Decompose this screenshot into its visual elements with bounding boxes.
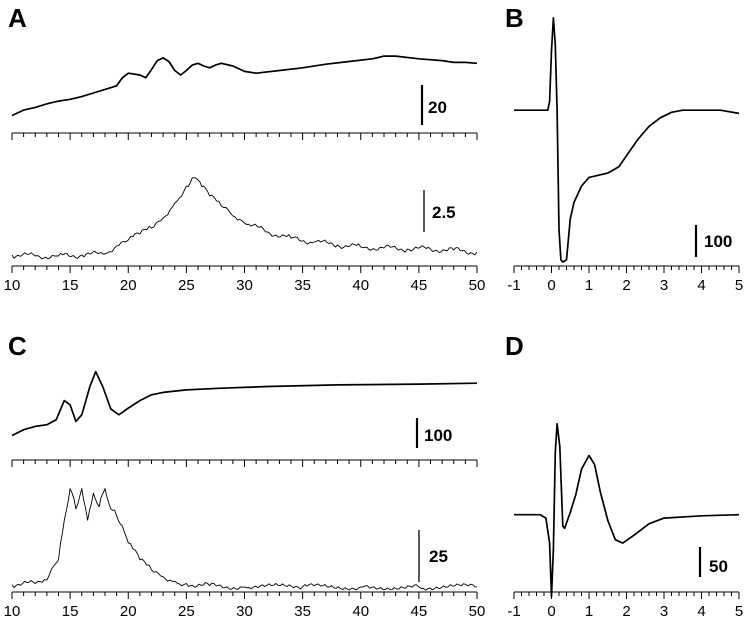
panel-letter-d: D [505, 331, 524, 361]
panel-a-row0-scale-bar-label: 20 [428, 98, 447, 117]
panel-b-row2-tick-label: 1 [585, 277, 593, 294]
panel-c-row4-tick-label: 45 [411, 603, 428, 620]
panel-d-row5-tick-label: -1 [507, 603, 520, 620]
panel-c-row3-trace-upper [11, 370, 478, 437]
panel-d-row5-tick-label: 1 [585, 603, 593, 620]
panel-c-row4-tick-label: 50 [469, 603, 486, 620]
panel-a-row1-tick-label: 10 [4, 277, 21, 294]
panel-c-row4-scale-bar-label: 25 [429, 547, 448, 566]
panel-c-row3-scale-bar-label: 100 [424, 426, 452, 445]
panel-c-row4-tick-label: 25 [178, 603, 195, 620]
panel-c-row4-tick-label: 10 [4, 603, 21, 620]
panel-a-row1-tick-label: 40 [352, 277, 369, 294]
panel-letter-b: B [505, 3, 524, 33]
panel-a-row1-scale-bar-label: 2.5 [432, 203, 456, 222]
panel-a-row1-tick-label: 35 [294, 277, 311, 294]
panel-a-row1-tick-label: 15 [62, 277, 79, 294]
panel-a-row1-tick-label: 25 [178, 277, 195, 294]
panel-d-row5-tick-label: 5 [735, 603, 743, 620]
panel-b-row2-tick-label: 2 [622, 277, 630, 294]
panel-b-row2-tick-label: 0 [547, 277, 555, 294]
panel-a-row1-tick-label: 20 [120, 277, 137, 294]
panel-c-row4-trace-lower [11, 488, 478, 591]
panel-b-row2-tick-label: 5 [735, 277, 743, 294]
panel-b-row2-tick-label: 4 [697, 277, 705, 294]
panel-d-row5-tick-label: 3 [660, 603, 668, 620]
panel-b-row2-tick-label: -1 [507, 277, 520, 294]
panel-a-row1-trace-lower [11, 177, 478, 260]
panel-a-row1-tick-label: 50 [469, 277, 486, 294]
panel-a-row0-trace-upper [11, 55, 478, 117]
panel-b-row2-scale-bar-label: 100 [704, 232, 732, 251]
panel-letter-a: A [8, 3, 27, 33]
panel-a-row1-tick-label: 45 [411, 277, 428, 294]
panel-b-row2-trace-main [514, 17, 740, 263]
panel-c-row4-tick-label: 35 [294, 603, 311, 620]
panel-d-row5-tick-label: 0 [547, 603, 555, 620]
panel-c-row4-tick-label: 40 [352, 603, 369, 620]
panel-d-row5-tick-label: 2 [622, 603, 630, 620]
panel-b-row2-tick-label: 3 [660, 277, 668, 294]
panel-c-row4-tick-label: 30 [236, 603, 253, 620]
panel-letter-c: C [8, 331, 27, 361]
panel-c-row4-tick-label: 20 [120, 603, 137, 620]
panel-c-row4-tick-label: 15 [62, 603, 79, 620]
panel-d-row5-tick-label: 4 [697, 603, 705, 620]
panel-d-row5-trace-main [514, 422, 740, 598]
panel-a-row1-tick-label: 30 [236, 277, 253, 294]
panel-d-row5-scale-bar-label: 50 [709, 557, 728, 576]
